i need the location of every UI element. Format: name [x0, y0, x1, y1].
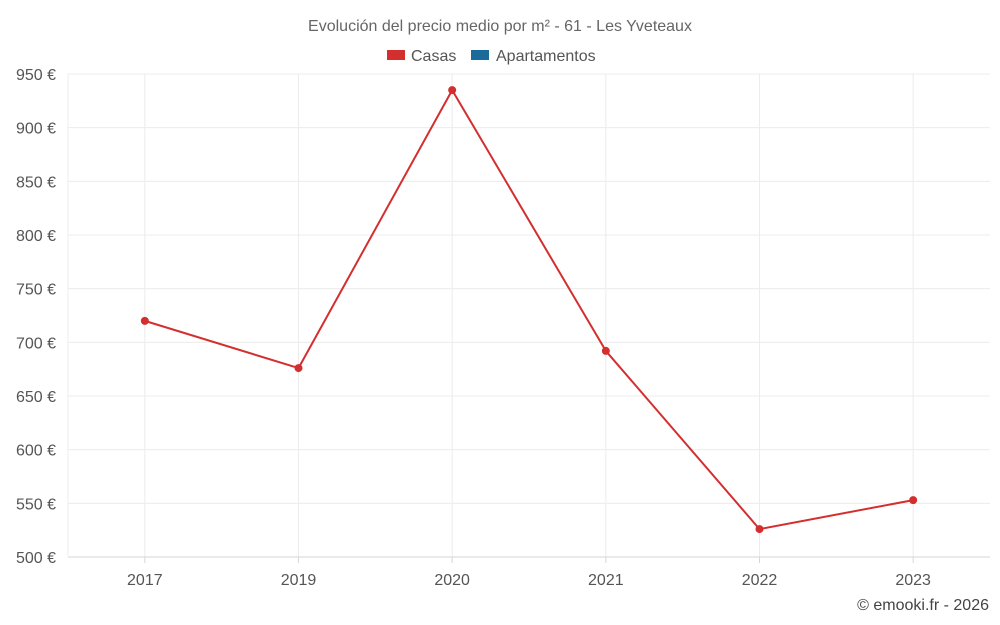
data-point-casas-2020[interactable]: [448, 86, 457, 95]
y-tick-label: 500 €: [16, 550, 56, 567]
grid-layer: [68, 73, 990, 557]
y-tick-label: 700 €: [16, 335, 56, 352]
legend-item-apartamentos[interactable]: Apartamentos: [471, 48, 596, 65]
data-point-casas-2019[interactable]: [294, 364, 303, 373]
legend-swatch-apartamentos: [471, 50, 489, 60]
y-tick-label: 950 €: [16, 67, 56, 84]
axis-layer: 500 € 550 € 600 € 650 € 700 € 750 € 800 € 850 €…: [16, 67, 990, 589]
credit-text: © emooki.fr - 2026: [857, 597, 989, 614]
y-tick-label: 650 €: [16, 389, 56, 406]
legend-label-casas: Casas: [411, 48, 456, 65]
x-tick-label: 2022: [742, 572, 778, 589]
data-point-casas-2023[interactable]: [909, 496, 918, 505]
legend-swatch-casas: [387, 50, 405, 60]
y-tick-label: 850 €: [16, 174, 56, 191]
x-tick-label: 2019: [281, 572, 317, 589]
series-line-casas: [144, 89, 914, 531]
x-tick-label: 2020: [434, 572, 470, 589]
x-tick-label: 2021: [588, 572, 624, 589]
y-tick-label: 600 €: [16, 443, 56, 460]
y-tick-label: 800 €: [16, 228, 56, 245]
legend: Casas Apartamentos: [387, 48, 596, 65]
legend-item-casas[interactable]: Casas: [387, 48, 456, 65]
data-point-casas-2021[interactable]: [601, 346, 610, 355]
x-tick-label: 2023: [895, 572, 931, 589]
data-point-casas-2022[interactable]: [755, 525, 764, 534]
chart-title: Evolución del precio medio por m² - 61 -…: [308, 18, 692, 35]
y-tick-label: 750 €: [16, 282, 56, 299]
data-point-casas-2017[interactable]: [140, 316, 149, 325]
series-layer: [140, 86, 918, 534]
y-tick-label: 550 €: [16, 496, 56, 513]
legend-label-apartamentos: Apartamentos: [496, 48, 596, 65]
x-tick-label: 2017: [127, 572, 163, 589]
y-tick-label: 900 €: [16, 121, 56, 138]
